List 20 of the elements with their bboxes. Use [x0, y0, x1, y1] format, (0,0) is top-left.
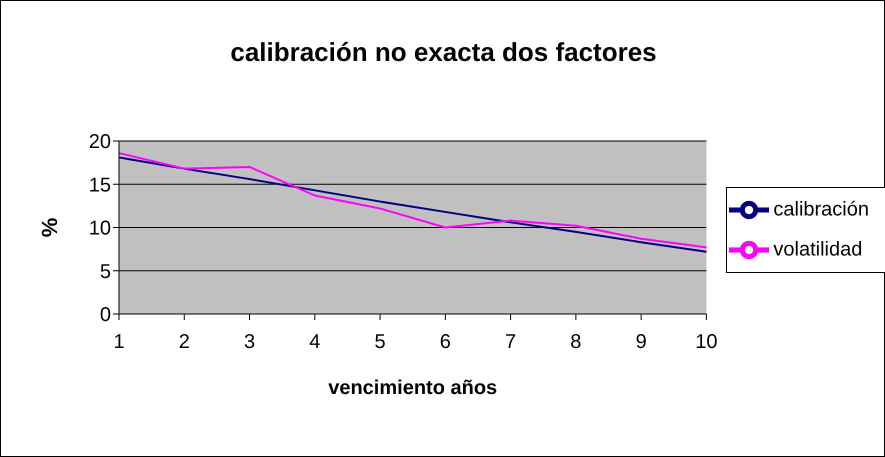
y-tick-label: 0 [100, 304, 111, 326]
y-tick-label: 5 [100, 260, 111, 283]
x-tick-label: 7 [505, 331, 516, 354]
chart-title: calibración no exacta dos factores [229, 37, 658, 68]
x-tick-label: 5 [374, 331, 386, 354]
x-tick-label: 1 [113, 331, 125, 354]
y-axis-title: % [36, 218, 62, 238]
x-tick-label: 2 [178, 331, 190, 354]
x-tick-label: 10 [695, 331, 718, 354]
y-tick-label: 15 [88, 174, 111, 196]
x-tick-label: 4 [309, 331, 320, 354]
x-tick-label: 8 [570, 331, 582, 354]
y-tick-label: 10 [88, 218, 111, 240]
y-tick-label: 20 [88, 131, 111, 154]
x-tick-label: 9 [636, 331, 647, 354]
x-tick-label: 6 [440, 331, 451, 354]
legend-label: volatilidad [773, 238, 862, 260]
x-tick-label: 3 [244, 331, 256, 354]
x-axis-title: vencimiento años [328, 377, 498, 400]
legend-label: calibración [773, 198, 869, 220]
